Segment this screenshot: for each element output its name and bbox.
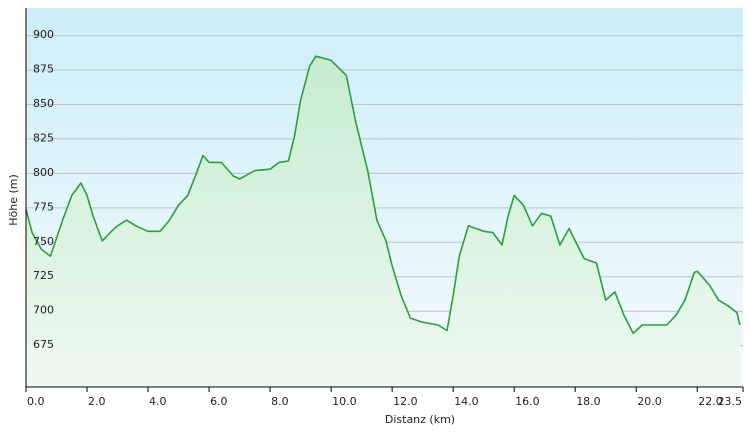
x-tick-label: 23.5 — [718, 395, 743, 408]
x-tick-label: 22.0 — [698, 395, 723, 408]
y-tick-label: 700 — [33, 304, 54, 317]
x-axis-label: Distanz (km) — [385, 413, 455, 426]
x-tick-label: 20.0 — [637, 395, 662, 408]
x-tick-label: 6.0 — [210, 395, 228, 408]
y-tick-label: 675 — [33, 338, 54, 351]
y-tick-label: 825 — [33, 131, 54, 144]
x-tick-label: 14.0 — [454, 395, 479, 408]
y-tick-label: 850 — [33, 97, 54, 110]
y-tick-label: 775 — [33, 200, 54, 213]
elevation-line — [25, 55, 741, 335]
x-tick-label: 2.0 — [88, 395, 106, 408]
x-tick-label: 10.0 — [332, 395, 357, 408]
y-axis-label: Höhe (m) — [7, 174, 20, 226]
y-tick-label: 725 — [33, 269, 54, 282]
x-tick-label: 8.0 — [271, 395, 289, 408]
y-tick-label: 800 — [33, 166, 54, 179]
x-tick-label: 16.0 — [515, 395, 540, 408]
y-tick-label: 900 — [33, 28, 54, 41]
y-tick-label: 750 — [33, 235, 54, 248]
x-tick-label: 4.0 — [149, 395, 167, 408]
x-tick-label: 18.0 — [576, 395, 601, 408]
area-fill — [26, 56, 740, 387]
x-tick-label: 0.0 — [27, 395, 45, 408]
y-tick-label: 875 — [33, 63, 54, 76]
x-tick-label: 12.0 — [393, 395, 418, 408]
